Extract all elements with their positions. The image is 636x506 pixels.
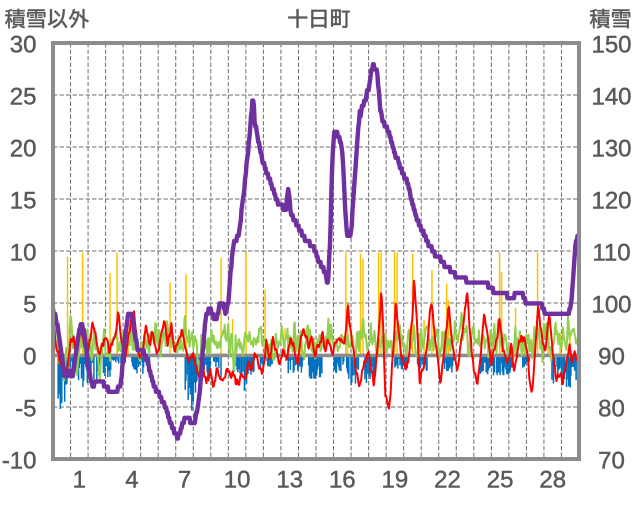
svg-text:-10: -10 xyxy=(2,447,37,474)
svg-text:5: 5 xyxy=(23,291,36,318)
svg-text:-5: -5 xyxy=(15,395,36,422)
svg-text:0: 0 xyxy=(23,343,36,370)
svg-text:10: 10 xyxy=(10,239,37,266)
svg-text:20: 20 xyxy=(10,135,37,162)
svg-text:120: 120 xyxy=(591,187,631,214)
svg-text:80: 80 xyxy=(598,395,625,422)
svg-text:13: 13 xyxy=(276,467,303,494)
svg-text:25: 25 xyxy=(10,83,37,110)
svg-text:28: 28 xyxy=(539,467,566,494)
svg-text:140: 140 xyxy=(591,83,631,110)
svg-text:25: 25 xyxy=(487,467,514,494)
svg-text:7: 7 xyxy=(178,467,191,494)
svg-text:22: 22 xyxy=(434,467,461,494)
svg-text:110: 110 xyxy=(592,239,630,266)
svg-text:10: 10 xyxy=(224,467,251,494)
svg-text:150: 150 xyxy=(591,31,631,58)
svg-text:30: 30 xyxy=(10,31,37,58)
svg-text:4: 4 xyxy=(125,467,138,494)
svg-text:1: 1 xyxy=(73,467,86,494)
svg-text:100: 100 xyxy=(591,291,631,318)
svg-text:16: 16 xyxy=(329,467,356,494)
svg-text:130: 130 xyxy=(591,135,631,162)
svg-text:19: 19 xyxy=(382,467,409,494)
svg-text:15: 15 xyxy=(10,187,37,214)
svg-text:90: 90 xyxy=(598,343,625,370)
svg-text:70: 70 xyxy=(598,447,625,474)
